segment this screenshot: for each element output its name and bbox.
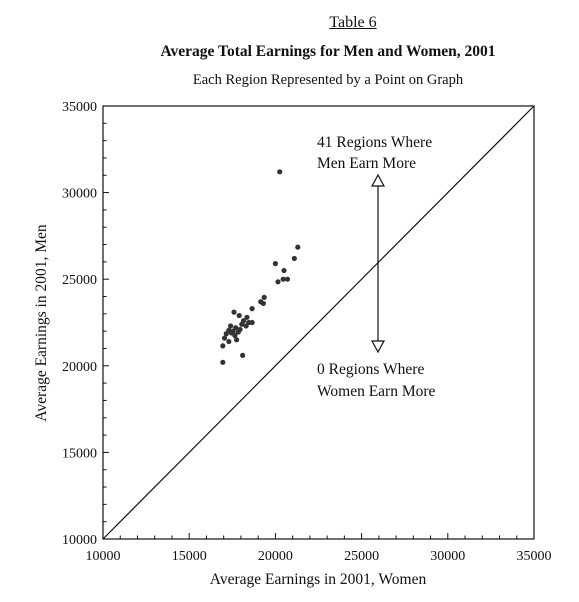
x-tick-label: 15000 <box>172 549 207 564</box>
scatter-point <box>244 314 250 320</box>
arrow-head-down <box>370 340 386 354</box>
major-ticks <box>102 105 535 540</box>
scatter-point <box>249 306 255 312</box>
scatter-point <box>277 169 283 175</box>
scatter-point <box>234 337 240 343</box>
scatter-point <box>231 309 237 315</box>
scatter-point <box>260 300 266 307</box>
scatter-point <box>291 255 297 262</box>
y-tick-label: 15000 <box>62 446 97 461</box>
y-tick-label: 25000 <box>62 273 97 288</box>
x-tick-label: 35000 <box>517 549 552 564</box>
double-headed-arrow <box>370 173 386 354</box>
scatter-point <box>295 244 301 250</box>
scatter-point <box>223 331 229 337</box>
y-tick-label: 30000 <box>62 187 97 202</box>
scatter-point <box>220 359 226 365</box>
minor-ticks <box>103 122 518 539</box>
y-tick-label: 10000 <box>62 533 97 548</box>
chart-subtitle: Each Region Represented by a Point on Gr… <box>192 72 464 88</box>
y-tick-label: 20000 <box>62 360 97 375</box>
scatter-point <box>272 261 278 267</box>
x-tick-label: 25000 <box>344 549 379 564</box>
chart-title: Average Total Earnings for Men and Women… <box>160 43 496 60</box>
scatter-point <box>249 319 255 326</box>
scatter-point <box>239 321 245 327</box>
annotation-lower-line-1: 0 Regions Where <box>317 361 424 378</box>
arrow-head-up <box>370 173 386 187</box>
scatter-point <box>235 329 241 335</box>
scatter-point <box>261 294 267 300</box>
plot-frame <box>102 105 535 540</box>
scatter-point <box>240 352 246 359</box>
plot-border <box>102 105 535 540</box>
scatter-point <box>275 279 281 285</box>
table-label: Table 6 <box>329 14 377 31</box>
scatter-point <box>232 332 238 339</box>
scatter-point <box>236 312 242 319</box>
annotation-upper-line-1: 41 Regions Where <box>317 134 432 151</box>
annotation-upper-line-2: Men Earn More <box>317 155 416 172</box>
data-points <box>220 169 301 365</box>
tick-labels: 10000 15000 20000 25000 30000 35000 10000 15000… <box>62 100 552 564</box>
annotation-lower-line-2: Women Earn More <box>317 383 436 400</box>
scatter-point <box>227 323 234 329</box>
scatter-point <box>281 267 287 274</box>
y-tick-label: 35000 <box>62 100 97 115</box>
x-tick-label: 20000 <box>258 549 293 564</box>
scatter-point <box>220 343 226 349</box>
scatter-point <box>221 335 228 341</box>
y-axis-label: Average Earnings in 2001, Men <box>33 224 50 422</box>
equality-reference-line <box>102 105 535 540</box>
scatter-point <box>243 323 249 329</box>
scatter-point <box>226 338 232 345</box>
x-tick-label: 30000 <box>430 549 465 564</box>
x-tick-label: 10000 <box>86 549 121 564</box>
scatter-point <box>280 276 286 282</box>
scatter-point <box>284 276 291 282</box>
x-axis-label: Average Earnings in 2001, Women <box>210 571 427 588</box>
